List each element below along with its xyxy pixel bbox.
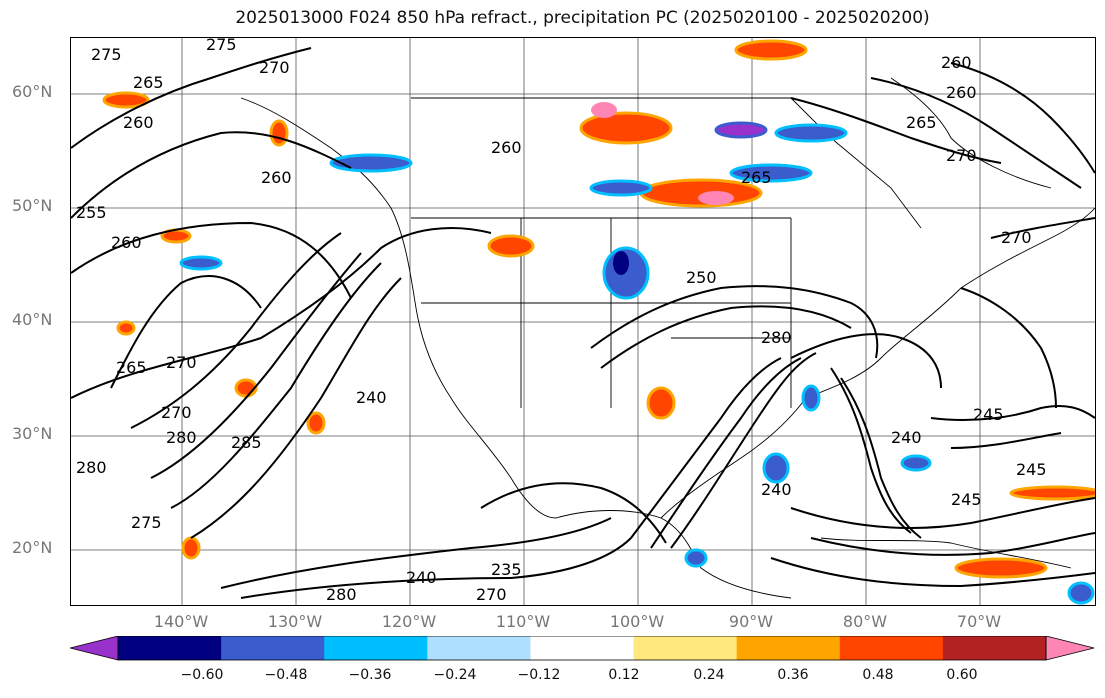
colorbar-segment [118, 636, 222, 660]
colorbar-segment [942, 636, 1047, 660]
contour-label: 275 [131, 513, 162, 532]
colorbar-segment [324, 636, 428, 660]
contour-label: 245 [1016, 460, 1047, 479]
lat-label-20n: 20°N [12, 538, 53, 557]
precipitation-shading [102, 39, 1095, 605]
contour-label: 270 [946, 146, 977, 165]
contour-label: 280 [326, 585, 357, 604]
colorbar-segment [736, 636, 841, 660]
colorbar-tick-label: −0.36 [348, 667, 392, 683]
lat-label-30n: 30°N [12, 424, 53, 443]
contour-label: 275 [206, 38, 237, 54]
chart-title: 2025013000 F024 850 hPa refract., precip… [235, 8, 930, 28]
contour-label: 250 [686, 268, 717, 287]
map-canvas: 275 275 270 265 260 260 260 255 260 265 … [71, 38, 1095, 605]
contour-label: 240 [761, 480, 792, 499]
contour-label: 265 [133, 73, 164, 92]
lon-label-110w: 110°W [495, 612, 551, 631]
contour-labels: 275 275 270 265 260 260 260 255 260 265 … [76, 38, 1047, 604]
contour-label: 260 [123, 113, 154, 132]
colorbar-tick-label: 0.36 [777, 667, 809, 683]
lon-label-120w: 120°W [381, 612, 437, 631]
contour-label: 260 [261, 168, 292, 187]
contour-label: 270 [259, 58, 290, 77]
contour-label: 285 [231, 433, 262, 452]
lat-label-50n: 50°N [12, 196, 53, 215]
colorbar-segment [221, 636, 325, 660]
colorbar-segment [839, 636, 944, 660]
colorbar-outline [117, 636, 1047, 661]
contour-label: 240 [891, 428, 922, 447]
colorbar-tick-label: 0.48 [862, 667, 894, 683]
lon-label-140w: 140°W [153, 612, 209, 631]
contour-label: 235 [491, 560, 522, 579]
contour-label: 280 [76, 458, 107, 477]
colorbar [70, 636, 1095, 661]
contour-label: 275 [91, 45, 122, 64]
colorbar-tick-label: 0.24 [693, 667, 725, 683]
contour-label: 245 [973, 405, 1004, 424]
colorbar-tick-label: −0.24 [433, 667, 477, 683]
contour-label: 245 [951, 490, 982, 509]
contour-label: 260 [946, 83, 977, 102]
lon-label-130w: 130°W [267, 612, 323, 631]
contour-label: 265 [741, 168, 772, 187]
contour-label: 280 [166, 428, 197, 447]
colorbar-segment [530, 636, 635, 660]
contour-label: 270 [1001, 228, 1032, 247]
contour-label: 260 [111, 233, 142, 252]
map-panel: 275 275 270 265 260 260 260 255 260 265 … [70, 37, 1096, 606]
colorbar-tick-label: 0.60 [946, 667, 978, 683]
colorbar-tick-label: −0.60 [180, 667, 224, 683]
lat-label-40n: 40°N [12, 310, 53, 329]
colorbar-extension-low [70, 636, 119, 661]
contour-label: 240 [406, 568, 437, 587]
colorbar-tick-label: −0.12 [517, 667, 561, 683]
colorbar-segments [70, 636, 1095, 661]
contour-label: 270 [476, 585, 507, 604]
contour-label: 280 [761, 328, 792, 347]
colorbar-segment [427, 636, 531, 660]
contour-label: 265 [116, 358, 147, 377]
contour-label: 255 [76, 203, 107, 222]
contour-label: 240 [356, 388, 387, 407]
colorbar-tick-label: −0.48 [264, 667, 308, 683]
refractivity-contours [71, 47, 1095, 599]
contour-label: 260 [941, 53, 972, 72]
contour-label: 270 [166, 353, 197, 372]
contour-label: 260 [491, 138, 522, 157]
colorbar-segment [633, 636, 738, 660]
lon-label-80w: 80°W [842, 612, 888, 631]
lon-label-100w: 100°W [609, 612, 665, 631]
colorbar-extension-high [1045, 636, 1095, 661]
contour-label: 270 [161, 403, 192, 422]
colorbar-tick-label: 0.12 [608, 667, 640, 683]
lon-label-90w: 90°W [728, 612, 774, 631]
contour-label: 265 [906, 113, 937, 132]
lon-label-70w: 70°W [956, 612, 1002, 631]
lat-label-60n: 60°N [12, 82, 53, 101]
